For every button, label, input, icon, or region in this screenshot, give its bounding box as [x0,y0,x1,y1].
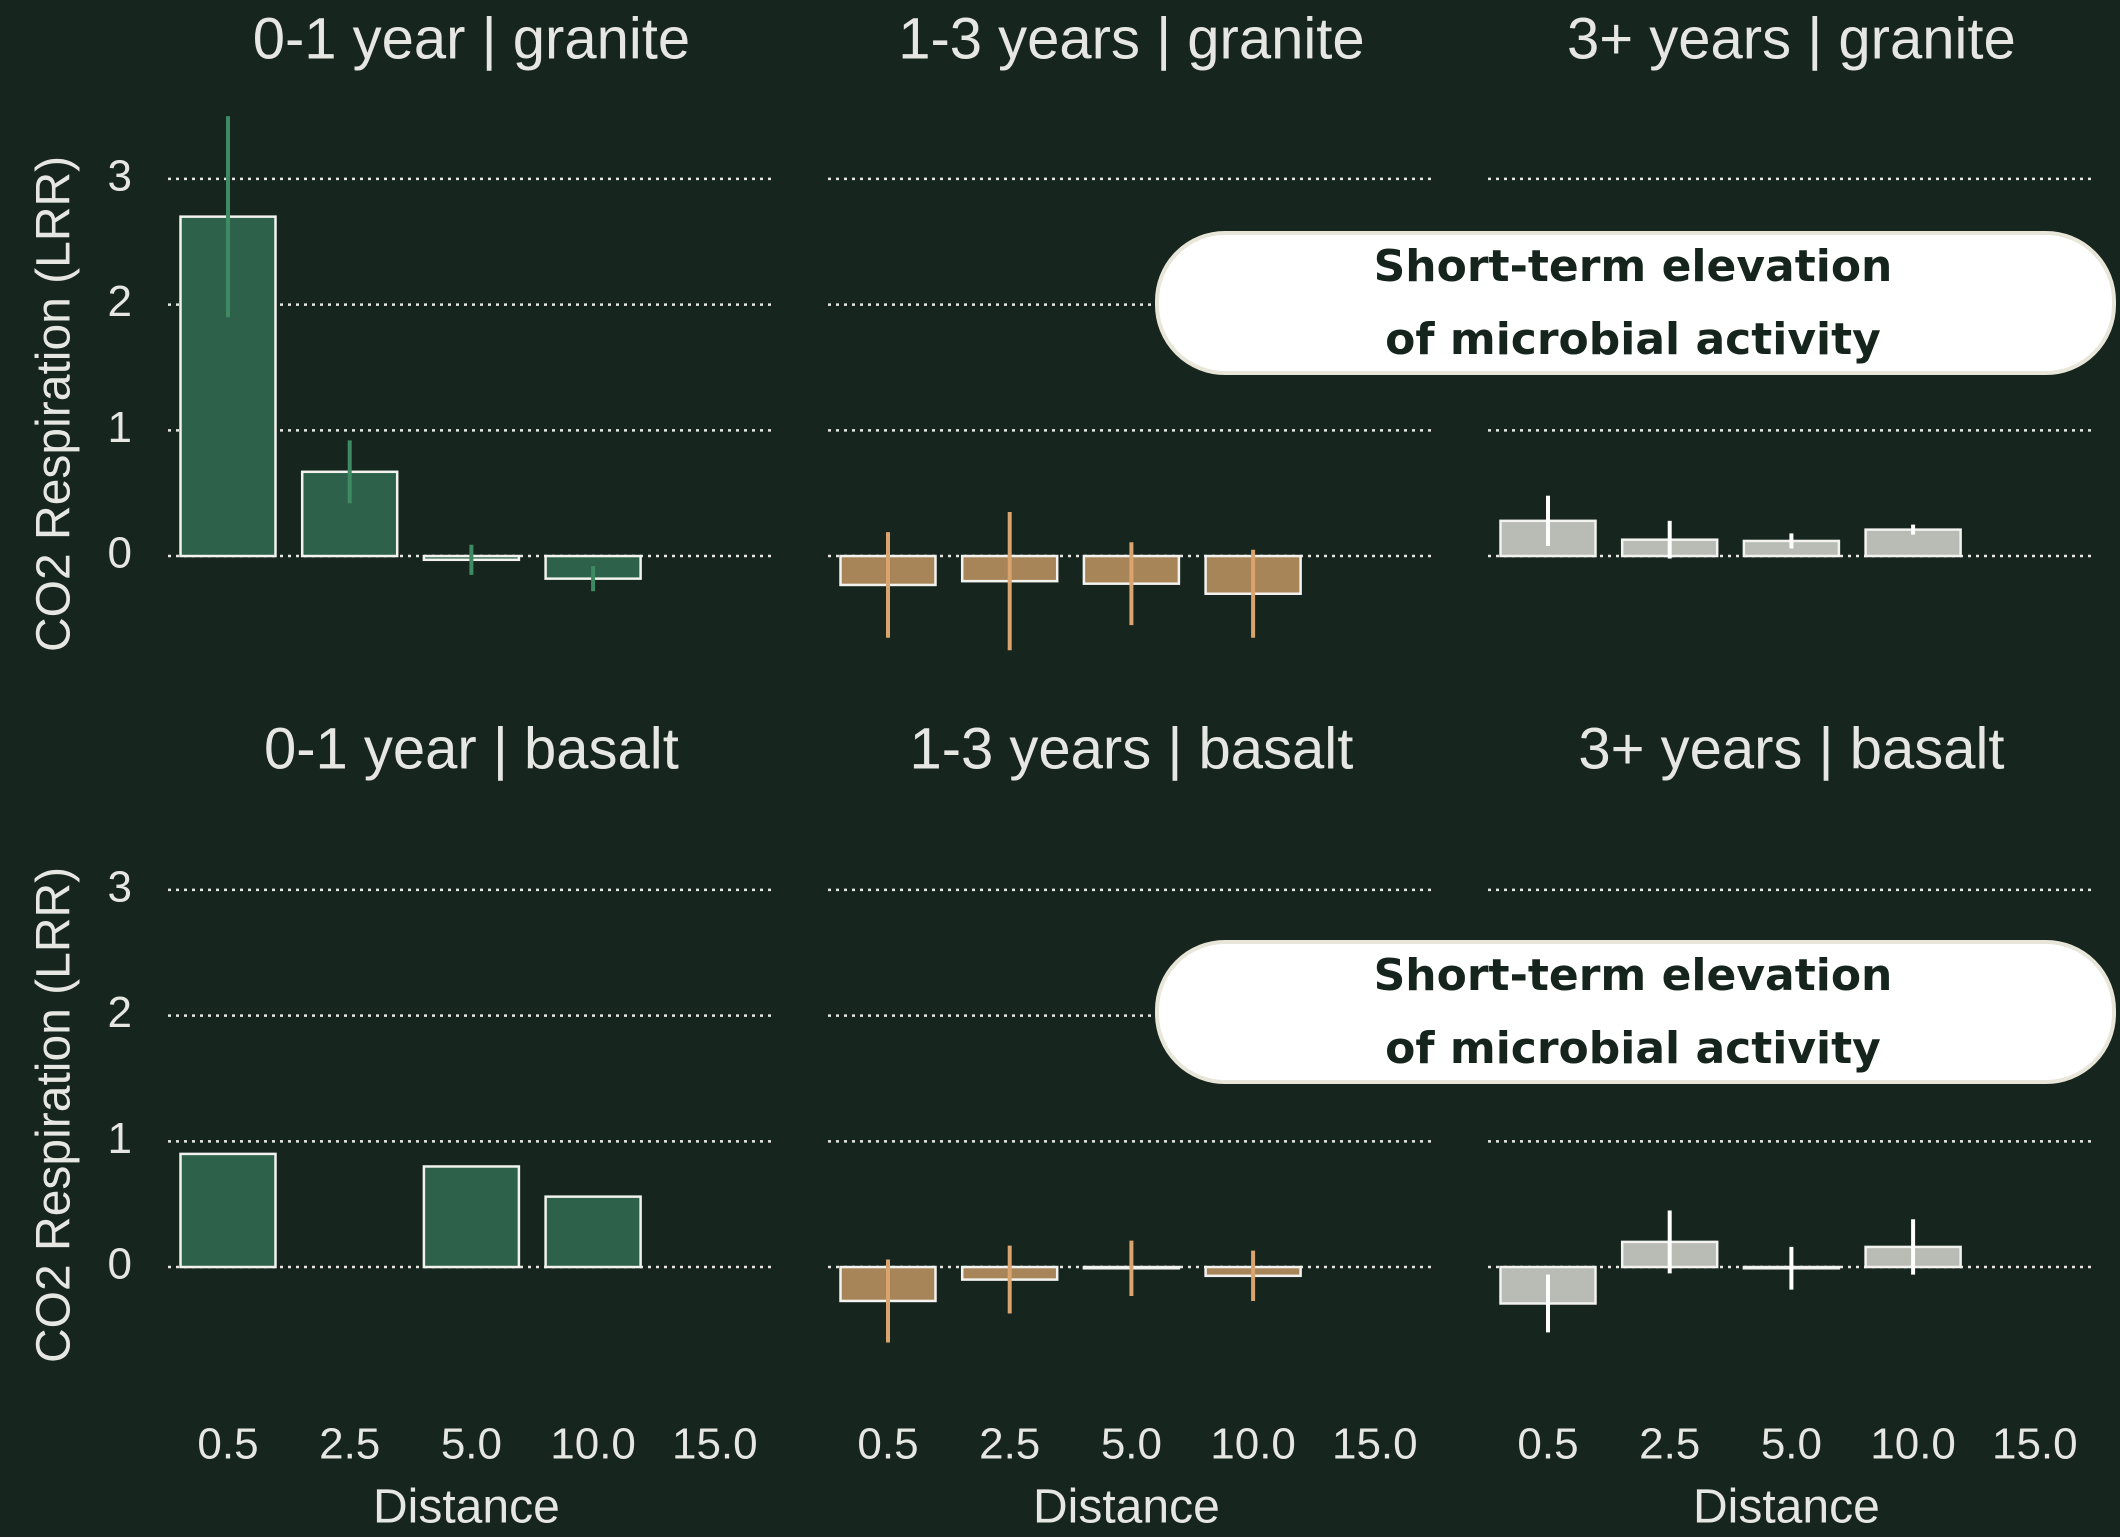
x-tick-label: 5.0 [441,1420,502,1469]
x-tick-label: 15.0 [672,1420,758,1469]
panel-title: 0-1 year | basalt [264,716,679,781]
panel-title: 3+ years | basalt [1578,716,2004,781]
annotation-box [1155,940,2116,1084]
annotation-text: Short-term elevation [1374,950,1893,1001]
panel-title: 1-3 years | granite [898,6,1364,71]
bar [544,1195,642,1269]
x-tick-label: 0.5 [197,1420,258,1469]
y-tick-label: 0 [108,1240,132,1289]
x-tick-label: 15.0 [1332,1420,1418,1469]
x-tick-label: 10.0 [1870,1420,1956,1469]
y-tick-label: 3 [108,863,132,912]
panel-title: 3+ years | granite [1567,6,2016,71]
x-tick-label: 10.0 [550,1420,636,1469]
panel-title: 0-1 year | granite [253,6,690,71]
x-tick-label: 2.5 [1639,1420,1700,1469]
panel: 3+ years | granite Short-term elevation of… [1155,6,2116,559]
annotation-text: of microbial activity [1385,1023,1881,1074]
y-tick-label: 1 [108,403,132,452]
x-tick-label: 2.5 [319,1420,380,1469]
panel-title: 1-3 years | basalt [909,716,1353,781]
x-axis-label: Distance [373,1481,560,1534]
x-tick-label: 0.5 [1517,1420,1578,1469]
x-tick-label: 15.0 [1992,1420,2078,1469]
y-tick-label: 3 [108,152,132,201]
panel: 1-3 years | granite [828,6,1435,651]
annotation-text: of microbial activity [1385,314,1881,365]
y-axis-label: CO2 Respiration (LRR) [28,156,81,652]
x-tick-label: 5.0 [1101,1420,1162,1469]
annotation-text: Short-term elevation [1374,241,1893,292]
x-axis-label: Distance [1033,1481,1220,1534]
x-tick-label: 2.5 [979,1420,1040,1469]
bar [179,1152,277,1269]
y-tick-label: 0 [108,529,132,578]
x-tick-label: 10.0 [1210,1420,1296,1469]
panel: 0-1 year | granite 0 1 2 3 CO2 Respiration (L… [28,6,775,652]
bar [422,1165,521,1269]
x-axis-label: Distance [1693,1481,1880,1534]
y-tick-label: 2 [108,277,132,326]
panel: 0-1 year | basalt 0 1 2 3 CO2 Respiration (LR… [28,716,775,1534]
x-tick-label: 5.0 [1761,1420,1822,1469]
y-tick-label: 1 [108,1114,132,1163]
y-axis-label: CO2 Respiration (LRR) [28,867,81,1363]
x-tick-label: 0.5 [857,1420,918,1469]
y-tick-label: 2 [108,988,132,1037]
panel: 1-3 years | basalt 0.5 2.5 5.0 10.0 15.0 Dista… [828,716,1435,1534]
panel: 3+ years | basalt 0.5 2.5 5.0 10.0 15.0 Distan… [1155,716,2116,1534]
annotation-box [1155,231,2116,375]
